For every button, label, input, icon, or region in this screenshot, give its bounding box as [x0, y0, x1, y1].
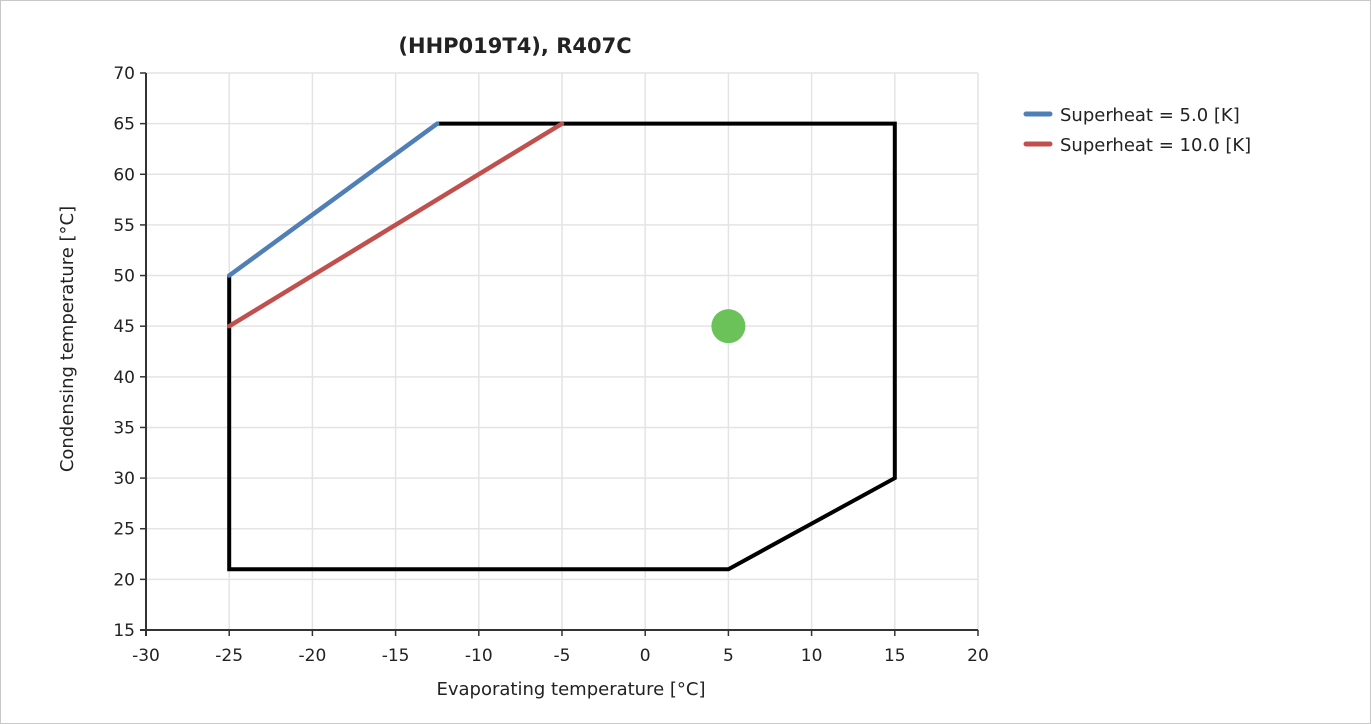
x-axis-label: Evaporating temperature [°C]: [436, 679, 705, 700]
plot-area: [226, 121, 897, 572]
y-tick-label-0: 15: [113, 621, 135, 641]
y-tick-label-4: 35: [113, 418, 135, 438]
x-tick-labels: -30 -25 -20 -15 -10 -5 0 5 10 15 20: [132, 646, 989, 666]
x-tick-label-1: -25: [215, 646, 243, 666]
y-tick-labels: 15 20 25 30 35 40 45 50 55 60 65 70: [113, 64, 135, 641]
x-tick-label-7: 5: [723, 646, 734, 666]
y-tick-label-9: 60: [113, 165, 135, 185]
y-tick-label-3: 30: [113, 469, 135, 489]
grid-lines: [146, 72, 979, 630]
y-tick-label-2: 25: [113, 520, 135, 540]
axes: [140, 72, 979, 636]
y-tick-label-11: 70: [113, 64, 135, 84]
y-tick-label-10: 65: [113, 115, 135, 135]
y-tick-label-1: 20: [113, 570, 135, 590]
x-tick-label-9: 15: [884, 646, 906, 666]
x-tick-label-5: -5: [554, 646, 571, 666]
operating-envelope: [227, 121, 897, 572]
chart-title: (HHP019T4), R407C: [398, 34, 631, 58]
x-tick-label-6: 0: [640, 646, 651, 666]
x-tick-label-3: -15: [382, 646, 410, 666]
x-tick-label-0: -30: [132, 646, 160, 666]
x-tick-label-2: -20: [299, 646, 327, 666]
y-tick-label-6: 45: [113, 317, 135, 337]
series-line-1: [226, 121, 565, 329]
legend-label-0: Superheat = 5.0 [K]: [1060, 105, 1240, 126]
y-tick-label-8: 55: [113, 216, 135, 236]
x-tick-label-8: 10: [801, 646, 823, 666]
y-axis-label: Condensing temperature [°C]: [57, 206, 78, 472]
legend: Superheat = 5.0 [K] Superheat = 10.0 [K]: [1023, 105, 1251, 156]
x-tick-label-4: -10: [465, 646, 493, 666]
series-line-0: [226, 121, 440, 278]
x-tick-label-10: 20: [967, 646, 989, 666]
operating-point-marker: [711, 309, 746, 344]
y-tick-label-7: 50: [113, 267, 135, 287]
y-tick-label-5: 40: [113, 368, 135, 388]
legend-label-1: Superheat = 10.0 [K]: [1060, 135, 1251, 156]
